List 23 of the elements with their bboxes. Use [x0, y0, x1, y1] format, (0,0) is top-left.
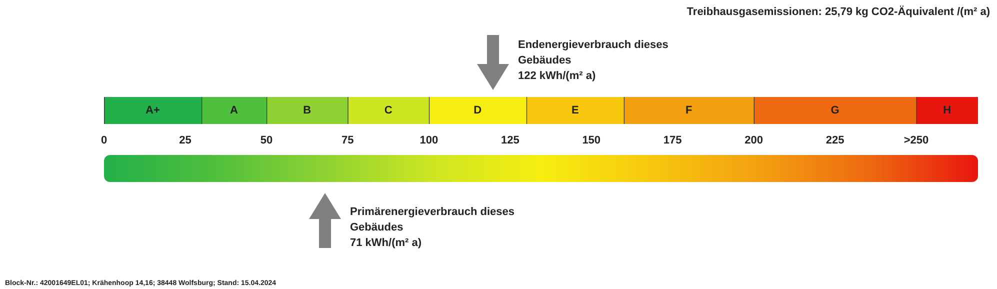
- series-label: G: [830, 104, 840, 117]
- x-tick-label: 0: [100, 134, 108, 147]
- x-tick-label: 225: [826, 134, 844, 147]
- series-label: D: [474, 104, 482, 117]
- x-tick-label: 125: [500, 134, 520, 147]
- text: Treibhausgasemissionen: 25,79 kg CO2-Äquivalent /(m² a): [686, 5, 990, 18]
- x-tick-label: 100: [420, 134, 438, 147]
- x-tick-label: 150: [582, 134, 601, 147]
- series-label: A: [230, 104, 238, 117]
- x-tick-label: 25: [179, 134, 192, 147]
- series-label: C: [384, 104, 392, 117]
- series-label: A+: [146, 104, 160, 117]
- text: Primärenergieverbrauch dieses Gebäudes 71 kWh/(m² a): [350, 206, 514, 250]
- x-tick-label: 75: [342, 134, 354, 147]
- x-tick-label: >250: [904, 134, 929, 147]
- x-tick-label: 50: [260, 134, 273, 147]
- series-label: F: [685, 104, 692, 117]
- text: Endenergieverbrauch dieses Gebäudes 122 kWh/(m² a): [518, 39, 668, 82]
- x-tick-label: 200: [744, 134, 763, 147]
- series-label: E: [571, 104, 579, 117]
- series-label: B: [303, 104, 312, 117]
- series-label: H: [943, 104, 952, 117]
- x-tick-label: 175: [663, 134, 682, 147]
